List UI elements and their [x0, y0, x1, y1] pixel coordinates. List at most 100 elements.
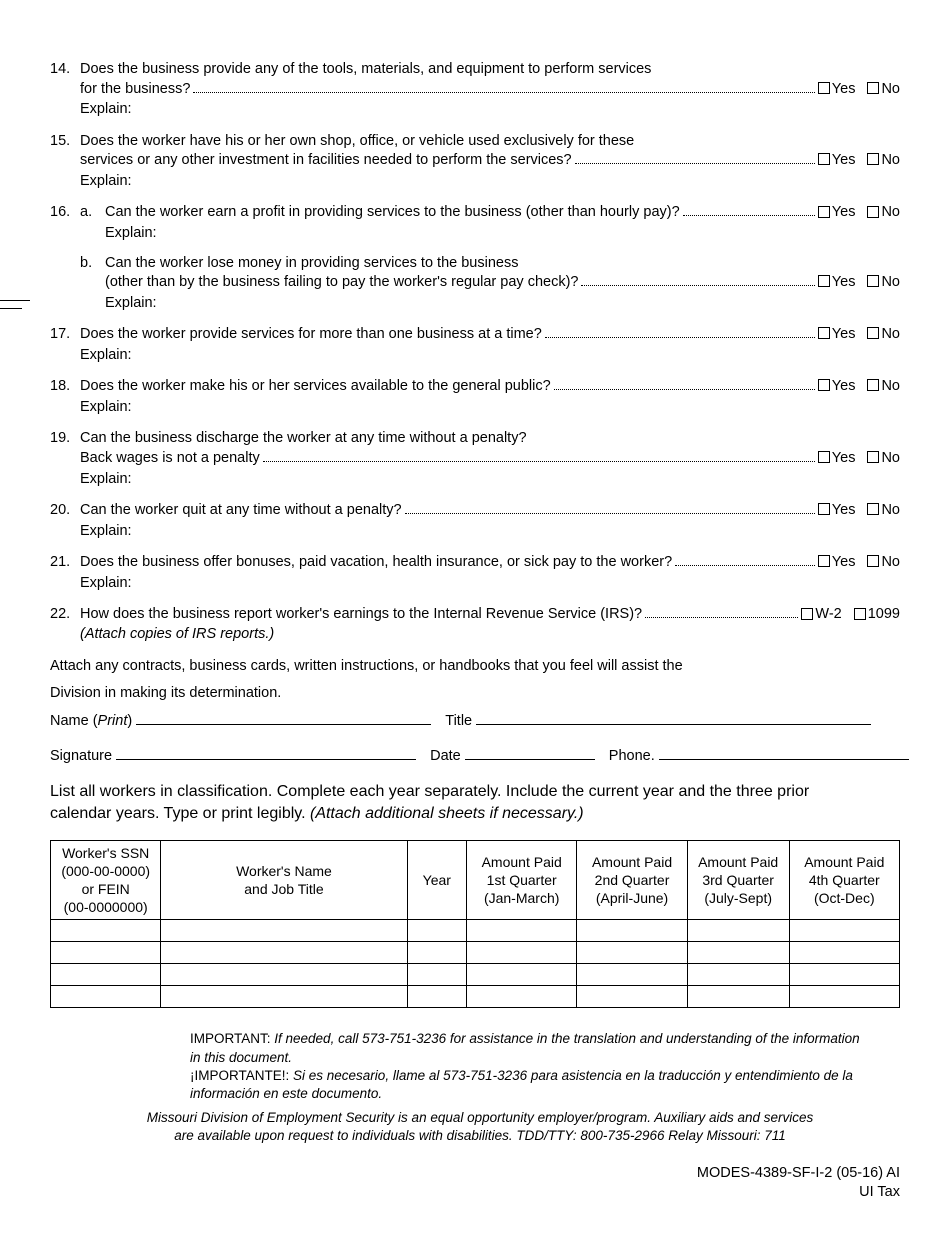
col-year: Year — [407, 840, 466, 920]
explain-label: Explain: — [80, 522, 900, 542]
form-number: MODES-4389-SF-I-2 (05-16) AI — [50, 1164, 900, 1184]
q-text: Does the business offer bonuses, paid va… — [80, 553, 672, 573]
checkbox-yes[interactable] — [818, 379, 830, 391]
important-en-label: IMPORTANT: — [190, 1031, 274, 1046]
checkbox-no[interactable] — [867, 82, 879, 94]
checkbox-yes[interactable] — [818, 275, 830, 287]
instr-line1: List all workers in classification. Comp… — [50, 783, 809, 800]
phone-label: Phone. — [609, 747, 655, 767]
q-num: 22. — [50, 605, 80, 644]
q-num: 18. — [50, 377, 80, 417]
opt-yes: Yes — [832, 554, 856, 570]
question-14: 14. Does the business provide any of the… — [50, 60, 900, 120]
checkbox-yes[interactable] — [818, 82, 830, 94]
explain-label: Explain: — [80, 574, 900, 594]
phone-field: Phone. — [609, 747, 909, 767]
name-field: Name (Print) — [50, 712, 431, 732]
date-input-line[interactable] — [465, 759, 595, 760]
phone-input-line[interactable] — [659, 759, 909, 760]
table-row[interactable] — [51, 964, 900, 986]
question-22: 22. How does the business report worker'… — [50, 605, 900, 644]
leader-dots — [645, 617, 798, 618]
name-input-line[interactable] — [136, 724, 431, 725]
side-marker-2 — [0, 308, 22, 309]
col-q4: Amount Paid4th Quarter(Oct-Dec) — [789, 840, 899, 920]
leader-dots — [193, 92, 814, 93]
attach-instructions-1: Attach any contracts, business cards, wr… — [50, 657, 900, 677]
checkbox-w2[interactable] — [801, 608, 813, 620]
question-16: 16. a. Can the worker earn a profit in p… — [50, 203, 900, 313]
instr-attach: (Attach additional sheets if necessary.) — [310, 805, 584, 822]
checkbox-no[interactable] — [867, 555, 879, 567]
question-18: 18. Does the worker make his or her serv… — [50, 377, 900, 417]
signature-input-line[interactable] — [116, 759, 416, 760]
q-num: 16. — [50, 203, 80, 313]
checkbox-no[interactable] — [867, 327, 879, 339]
explain-label: Explain: — [105, 224, 900, 244]
checkbox-no[interactable] — [867, 153, 879, 165]
checkbox-yes[interactable] — [818, 555, 830, 567]
checkbox-yes[interactable] — [818, 206, 830, 218]
important-en-text: If needed, call 573-751-3236 for assista… — [190, 1031, 860, 1064]
table-row[interactable] — [51, 942, 900, 964]
q-text-line2: for the business? — [80, 80, 190, 100]
leader-dots — [405, 513, 815, 514]
explain-label: Explain: — [80, 172, 900, 192]
checkbox-no[interactable] — [867, 451, 879, 463]
opt-yes: Yes — [832, 378, 856, 394]
attach-irs: (Attach copies of IRS reports.) — [80, 625, 900, 645]
checkbox-no[interactable] — [867, 275, 879, 287]
form-code: MODES-4389-SF-I-2 (05-16) AI UI Tax — [50, 1164, 900, 1203]
opt-yes: Yes — [832, 274, 856, 290]
leader-dots — [263, 461, 815, 462]
checkbox-yes[interactable] — [818, 503, 830, 515]
checkbox-yes[interactable] — [818, 153, 830, 165]
title-input-line[interactable] — [476, 724, 871, 725]
checkbox-no[interactable] — [867, 503, 879, 515]
q-text-line1: Does the worker have his or her own shop… — [80, 132, 900, 152]
title-label: Title — [445, 712, 472, 732]
eoe-line2: are available upon request to individual… — [90, 1127, 870, 1145]
opt-yes: Yes — [832, 326, 856, 342]
checkbox-yes[interactable] — [818, 327, 830, 339]
close-paren: ) — [127, 712, 132, 732]
q-num: 15. — [50, 132, 80, 192]
checkbox-no[interactable] — [867, 206, 879, 218]
q-text-line2: services or any other investment in faci… — [80, 151, 572, 171]
col-q2: Amount Paid2nd Quarter(April-June) — [577, 840, 687, 920]
q-num: 20. — [50, 501, 80, 541]
opt-no: No — [881, 502, 900, 518]
table-row[interactable] — [51, 986, 900, 1008]
signature-field: Signature — [50, 747, 416, 767]
q-num: 19. — [50, 429, 80, 489]
explain-label: Explain: — [80, 398, 900, 418]
question-21: 21. Does the business offer bonuses, pai… — [50, 553, 900, 593]
table-row[interactable] — [51, 920, 900, 942]
opt-no: No — [881, 152, 900, 168]
opt-yes: Yes — [832, 81, 856, 97]
leader-dots — [554, 389, 815, 390]
question-19: 19. Can the business discharge the worke… — [50, 429, 900, 489]
leader-dots — [545, 337, 815, 338]
leader-dots — [675, 565, 815, 566]
date-label: Date — [430, 747, 461, 767]
important-es-label: ¡IMPORTANTE!: — [190, 1068, 293, 1083]
opt-yes: Yes — [832, 502, 856, 518]
name-label: Name ( — [50, 712, 98, 732]
eoe-line1: Missouri Division of Employment Security… — [90, 1109, 870, 1127]
question-20: 20. Can the worker quit at any time with… — [50, 501, 900, 541]
leader-dots — [683, 215, 815, 216]
checkbox-1099[interactable] — [854, 608, 866, 620]
col-q1: Amount Paid1st Quarter(Jan-March) — [467, 840, 577, 920]
checkbox-yes[interactable] — [818, 451, 830, 463]
print-hint: Print — [98, 712, 128, 732]
opt-yes: Yes — [832, 152, 856, 168]
explain-label: Explain: — [80, 470, 900, 490]
checkbox-no[interactable] — [867, 379, 879, 391]
opt-no: No — [881, 81, 900, 97]
footer: IMPORTANT: If needed, call 573-751-3236 … — [50, 1030, 900, 1145]
opt-no: No — [881, 378, 900, 394]
opt-yes: Yes — [832, 450, 856, 466]
opt-yes: Yes — [832, 204, 856, 220]
opt-no: No — [881, 326, 900, 342]
